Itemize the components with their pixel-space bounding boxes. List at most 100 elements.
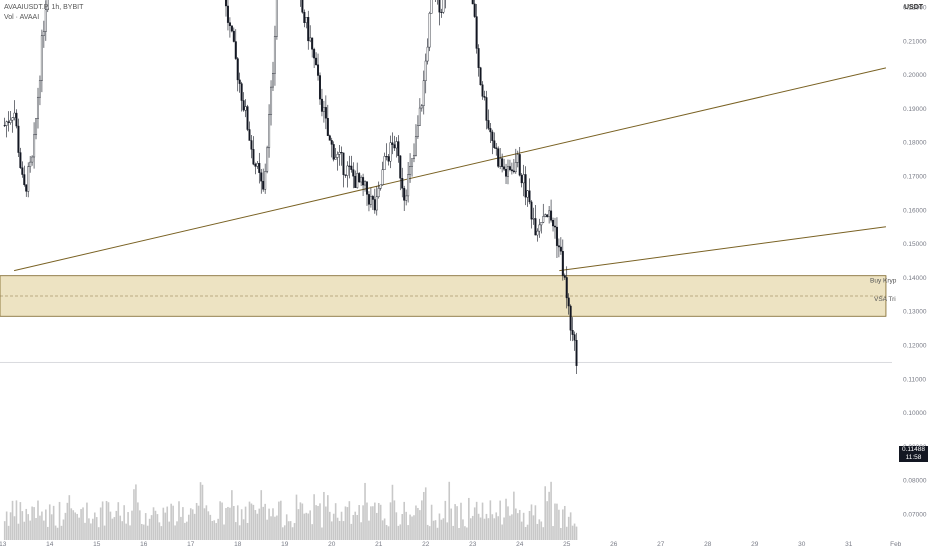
candle-body	[346, 165, 349, 176]
candle-body	[5, 121, 8, 126]
volume-bar	[393, 500, 396, 540]
candle-body	[424, 60, 427, 81]
candle-body	[401, 178, 404, 189]
volume-bar	[23, 521, 26, 540]
volume-bar	[234, 522, 237, 540]
volume-bar	[491, 514, 494, 540]
volume-bar	[90, 523, 92, 540]
volume-bar	[186, 521, 188, 540]
volume-bar	[544, 486, 546, 540]
candle-body	[275, 0, 278, 37]
symbol-title: AVAAIUSDT.P, 1h, BYBIT	[4, 4, 84, 11]
candle-body	[38, 80, 41, 98]
volume-bar	[567, 516, 570, 540]
candle-body	[322, 107, 325, 112]
volume-bar	[64, 512, 67, 540]
candle-body	[332, 144, 335, 160]
volume-bar	[430, 504, 433, 540]
volume-bar	[107, 502, 110, 540]
volume-bar	[407, 525, 409, 540]
trendline	[559, 226, 887, 272]
volume-bar	[432, 520, 435, 540]
volume-bar	[309, 510, 311, 540]
volume-bar	[135, 484, 137, 540]
candle-body	[309, 37, 312, 42]
volume-bar	[111, 518, 114, 540]
volume-bar	[221, 502, 223, 540]
time-tick-label: Feb	[890, 541, 902, 548]
volume-bar	[264, 503, 266, 540]
volume-bar	[201, 484, 204, 540]
volume-bar	[285, 514, 288, 540]
volume-bar	[379, 504, 382, 540]
volume-bar	[92, 518, 94, 540]
candle-body	[348, 165, 351, 167]
candle-body	[268, 114, 271, 149]
candle-body	[356, 173, 359, 188]
candle-body	[477, 48, 480, 68]
volume-bar	[356, 514, 358, 540]
volume-bar	[509, 515, 511, 540]
volume-bar	[395, 512, 398, 540]
volume-bar	[332, 513, 335, 540]
volume-bar	[113, 517, 116, 540]
candle-body	[320, 98, 323, 112]
volume-bar	[103, 525, 106, 540]
volume-bar	[68, 495, 71, 540]
candle-body	[563, 275, 566, 278]
volume-bar	[313, 494, 315, 540]
volume-bar	[558, 509, 560, 540]
volume-bar	[99, 507, 102, 540]
candle-body	[473, 3, 476, 17]
volume-bar	[499, 500, 501, 540]
currency-label: USDT	[904, 4, 924, 11]
volume-bar	[424, 487, 427, 540]
time-axis[interactable]: 13 14 15 16 17 18 19 20 21 22 23 24 25 26 27 28 29 30 31 Fe…	[0, 541, 902, 548]
candle-body	[409, 165, 412, 175]
candle-body	[256, 163, 259, 167]
volume-bar	[297, 509, 300, 540]
candle-body	[565, 277, 568, 299]
volume-bar	[174, 525, 176, 540]
candle-body	[395, 141, 398, 149]
volume-bar	[542, 527, 545, 540]
volume-bar	[46, 526, 49, 540]
volume-bar	[368, 520, 370, 540]
candle-body	[530, 201, 533, 220]
candle-body	[46, 0, 49, 10]
volume-bar	[119, 515, 122, 540]
volume-bar	[375, 512, 378, 540]
volume-bar	[88, 518, 90, 540]
candle-body	[264, 171, 267, 190]
volume-bar	[207, 511, 210, 540]
volume-bar	[121, 521, 123, 540]
candle-body	[503, 166, 506, 170]
candle-body	[569, 305, 572, 331]
volume-bar	[115, 510, 118, 540]
volume-bar	[468, 497, 470, 540]
volume-bar	[5, 511, 8, 540]
volume-bar	[515, 508, 517, 540]
volume-bar	[552, 526, 554, 540]
candle-body	[405, 195, 408, 201]
candle-body	[362, 177, 365, 186]
time-tick-label: 22	[422, 541, 430, 548]
volume-bar	[195, 502, 198, 540]
volume-bar	[80, 509, 82, 540]
candle-body	[426, 46, 429, 62]
time-tick-label: 23	[469, 541, 477, 548]
volume-bar	[575, 526, 578, 540]
volume-bar	[217, 518, 219, 540]
volume-bar	[142, 524, 145, 540]
candle-body	[420, 105, 423, 109]
volume-bar	[41, 511, 43, 540]
volume-bar	[29, 520, 31, 540]
volume-bar	[211, 520, 214, 540]
candle-body	[248, 129, 251, 141]
volume-bar	[321, 527, 323, 540]
trendline	[13, 67, 887, 272]
volume-bar	[528, 510, 531, 540]
time-tick-label: 19	[281, 541, 289, 548]
time-tick-label: 21	[375, 541, 383, 548]
